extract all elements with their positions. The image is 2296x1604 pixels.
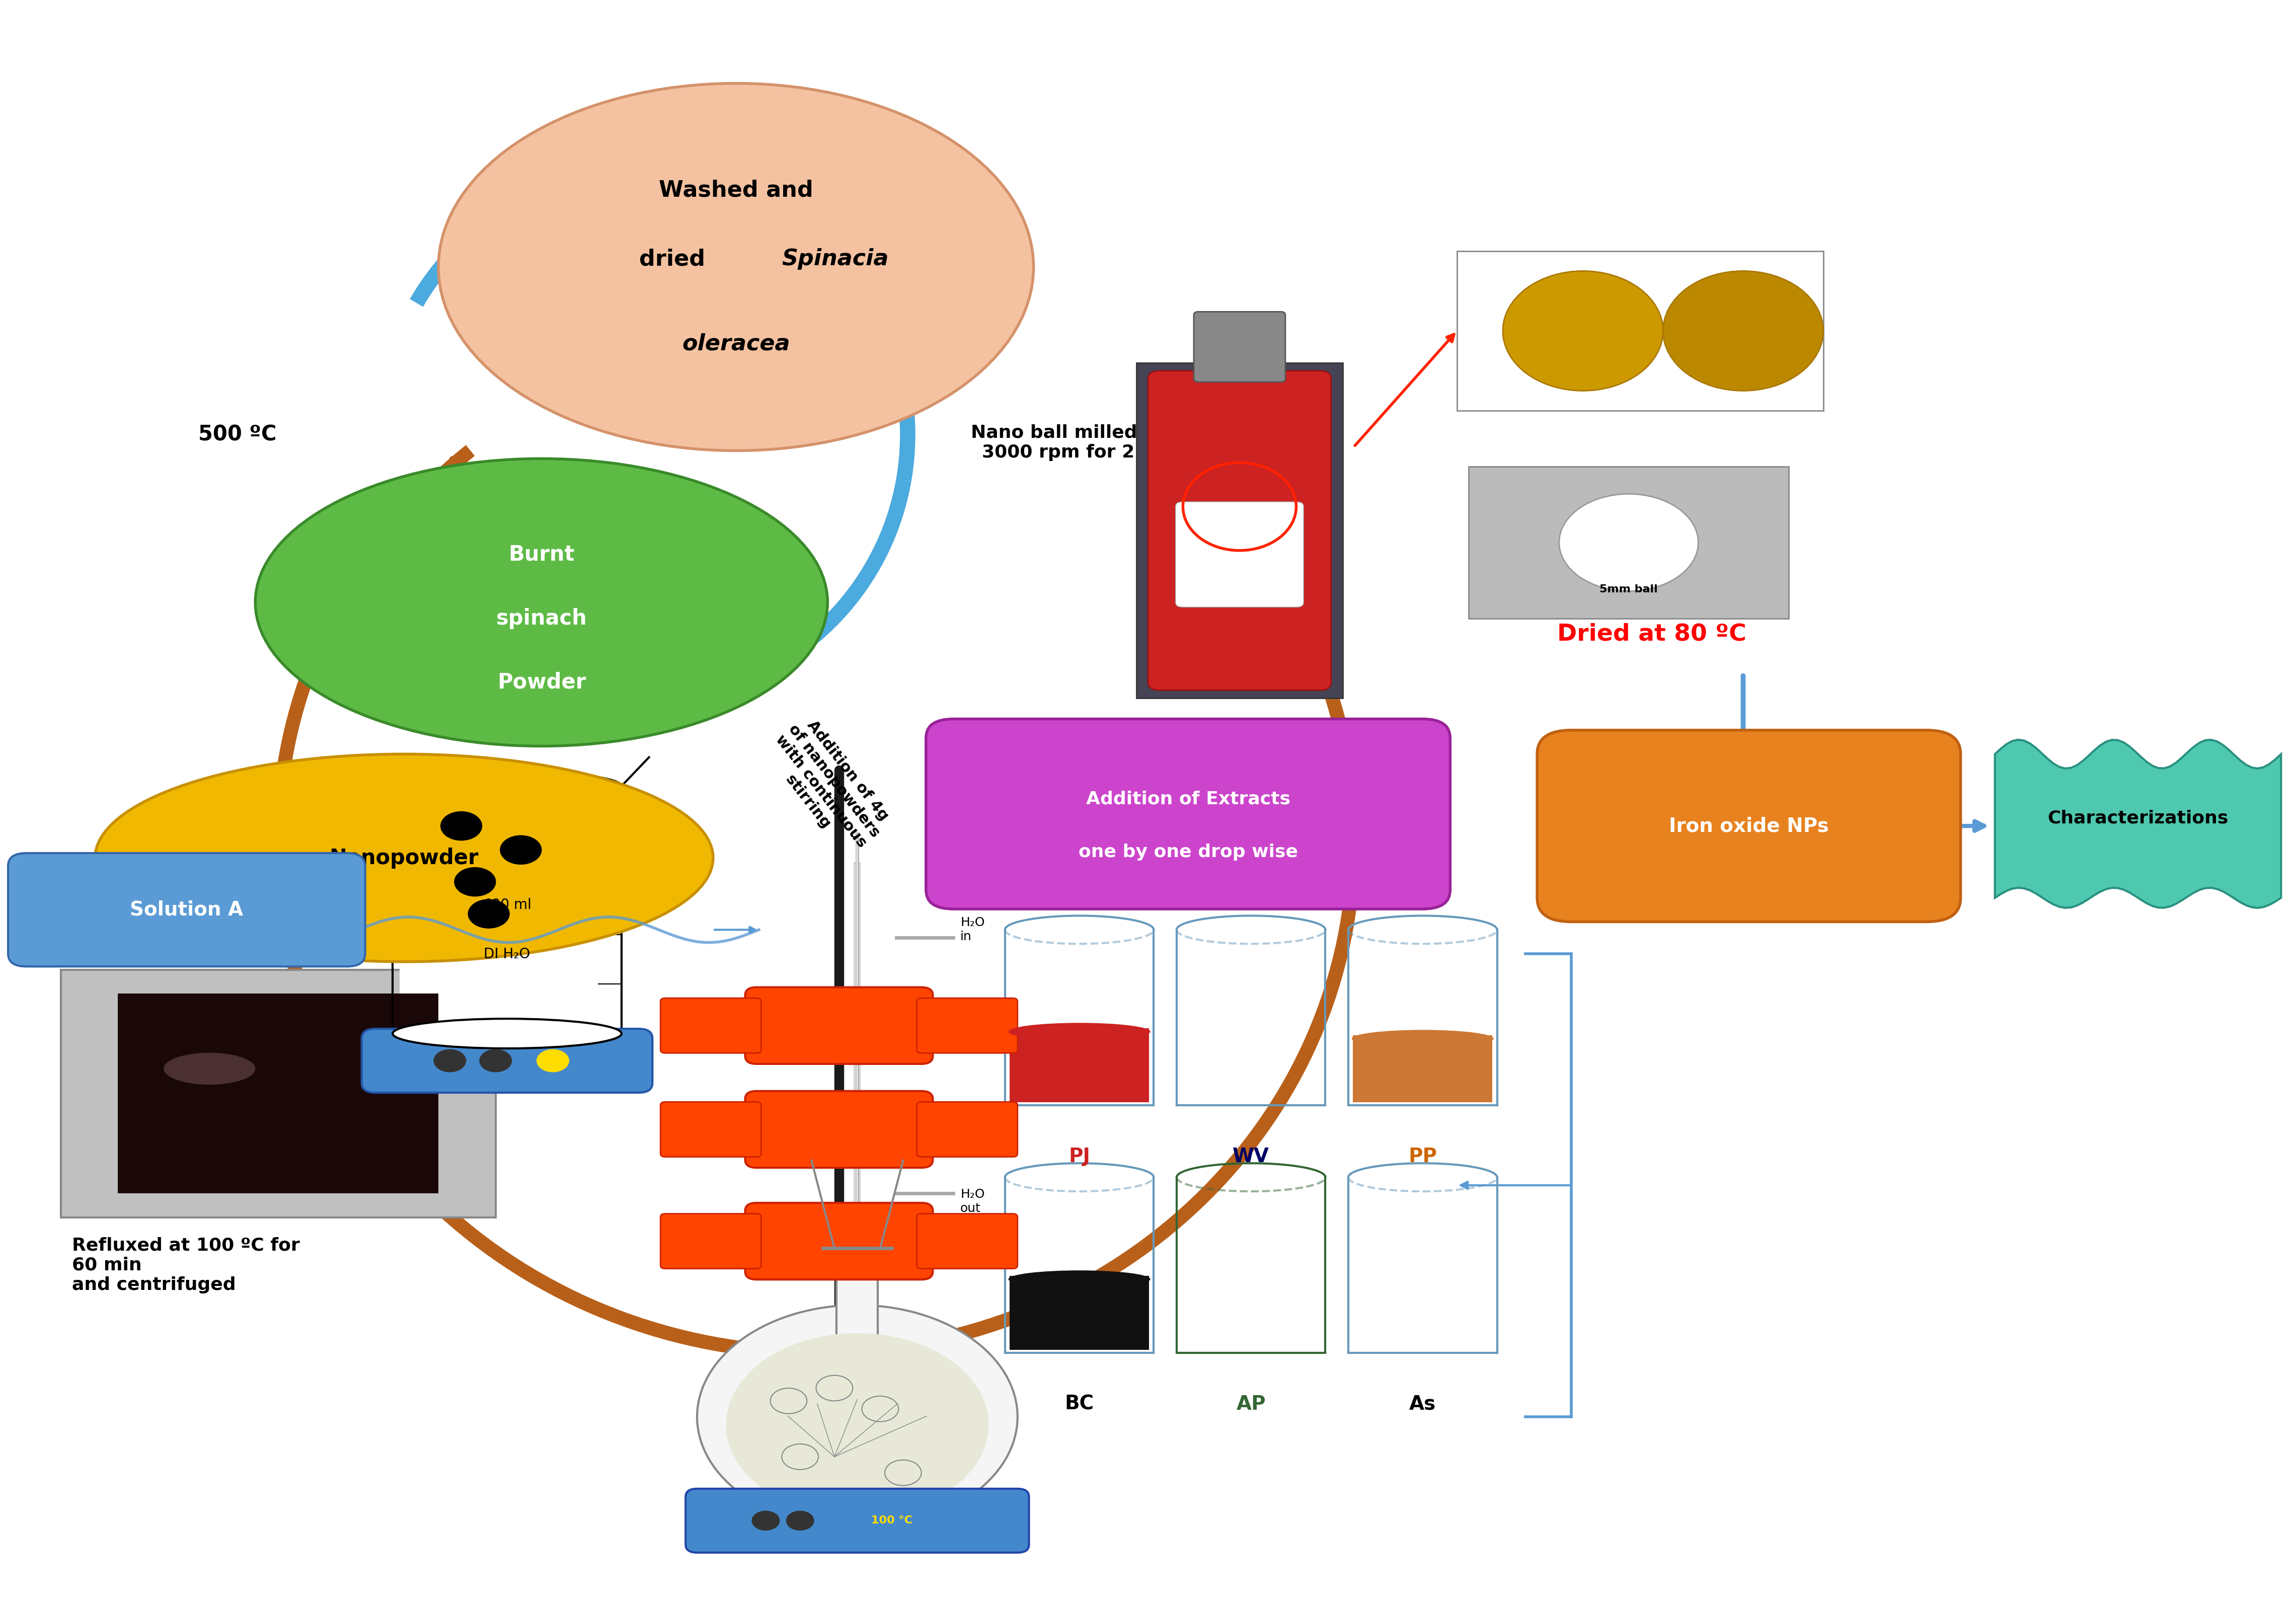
Ellipse shape [439, 83, 1033, 451]
Text: WV: WV [1233, 1147, 1270, 1166]
Circle shape [468, 900, 510, 929]
FancyBboxPatch shape [1010, 1028, 1148, 1102]
Text: H₂O
out: H₂O out [960, 1189, 985, 1214]
FancyBboxPatch shape [1194, 311, 1286, 382]
Text: Addition of Extracts: Addition of Extracts [1086, 791, 1290, 807]
Circle shape [1559, 494, 1699, 590]
FancyBboxPatch shape [1148, 371, 1332, 690]
Text: Refluxed at 100 ºC for
60 min
and centrifuged: Refluxed at 100 ºC for 60 min and centri… [71, 1237, 301, 1293]
Circle shape [785, 1511, 813, 1530]
Text: Spinacia: Spinacia [781, 249, 889, 269]
FancyBboxPatch shape [1176, 502, 1304, 608]
Text: DI H₂O: DI H₂O [484, 948, 530, 961]
Text: Burnt: Burnt [507, 544, 574, 565]
Circle shape [698, 1306, 1017, 1529]
Circle shape [441, 812, 482, 840]
Text: PP: PP [1407, 1147, 1437, 1166]
FancyBboxPatch shape [60, 970, 496, 1217]
FancyBboxPatch shape [661, 1214, 762, 1269]
FancyBboxPatch shape [836, 1248, 877, 1344]
Text: Addition of 4g
of nanopowders
with continuous
stirring: Addition of 4g of nanopowders with conti… [760, 711, 895, 861]
Circle shape [434, 1049, 466, 1071]
Text: one by one drop wise: one by one drop wise [1079, 844, 1297, 860]
Text: 400 ml: 400 ml [482, 898, 530, 913]
FancyBboxPatch shape [916, 1102, 1017, 1156]
Text: Nanopowder: Nanopowder [328, 847, 478, 868]
Text: Characterizations: Characterizations [2048, 810, 2229, 826]
Text: 500 ºC: 500 ºC [197, 423, 276, 446]
FancyBboxPatch shape [363, 1028, 652, 1092]
Text: Nano ball milled at
3000 rpm for 2 h: Nano ball milled at 3000 rpm for 2 h [971, 423, 1164, 460]
Text: Iron oxide NPs: Iron oxide NPs [1669, 816, 1830, 836]
Ellipse shape [1504, 271, 1662, 391]
FancyBboxPatch shape [9, 853, 365, 967]
Ellipse shape [255, 459, 827, 746]
Text: H₂O
in: H₂O in [960, 917, 985, 943]
Text: 5mm ball: 5mm ball [1600, 584, 1658, 595]
FancyBboxPatch shape [1469, 467, 1789, 619]
FancyBboxPatch shape [687, 1489, 1029, 1553]
FancyBboxPatch shape [1352, 1036, 1492, 1102]
Circle shape [726, 1333, 990, 1516]
Text: Dried at 80 ºC: Dried at 80 ºC [1557, 622, 1747, 646]
FancyBboxPatch shape [746, 1091, 932, 1168]
Text: PJ: PJ [1068, 1147, 1091, 1166]
FancyBboxPatch shape [746, 986, 932, 1063]
FancyBboxPatch shape [1010, 1277, 1148, 1351]
FancyBboxPatch shape [1137, 363, 1343, 698]
Text: Powder: Powder [496, 672, 585, 693]
FancyBboxPatch shape [400, 786, 615, 1028]
Polygon shape [1995, 739, 2280, 908]
Text: Washed and: Washed and [659, 180, 813, 200]
Circle shape [537, 1049, 569, 1071]
Ellipse shape [94, 754, 714, 962]
Ellipse shape [1662, 271, 1823, 391]
Text: AP: AP [1235, 1394, 1265, 1413]
Circle shape [501, 836, 542, 865]
FancyBboxPatch shape [916, 1214, 1017, 1269]
Ellipse shape [1352, 1030, 1495, 1047]
Text: oleracea: oleracea [682, 334, 790, 354]
Circle shape [753, 1511, 778, 1530]
Text: spinach: spinach [496, 608, 588, 629]
FancyBboxPatch shape [916, 998, 1017, 1054]
FancyBboxPatch shape [1458, 252, 1823, 411]
FancyBboxPatch shape [661, 1102, 762, 1156]
FancyBboxPatch shape [746, 1203, 932, 1280]
Ellipse shape [163, 1052, 255, 1084]
FancyBboxPatch shape [117, 993, 439, 1193]
Text: Solution A: Solution A [131, 900, 243, 919]
Ellipse shape [393, 1019, 622, 1049]
FancyBboxPatch shape [925, 719, 1451, 909]
Circle shape [455, 868, 496, 897]
FancyBboxPatch shape [1536, 730, 1961, 922]
FancyBboxPatch shape [661, 998, 762, 1054]
Text: BC: BC [1065, 1394, 1093, 1413]
Text: dried: dried [638, 249, 714, 269]
Circle shape [480, 1049, 512, 1071]
Text: 100 °C: 100 °C [870, 1516, 912, 1525]
Ellipse shape [1008, 1023, 1150, 1041]
Text: As: As [1410, 1394, 1435, 1413]
Ellipse shape [1008, 1270, 1150, 1288]
